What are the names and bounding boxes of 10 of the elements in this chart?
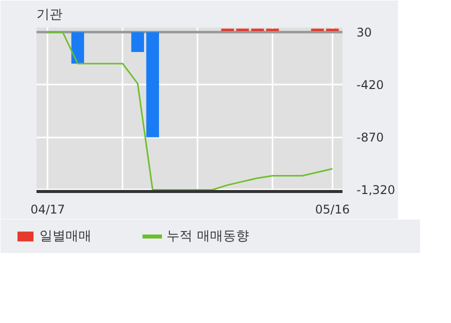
- y-tick-label: -1,320: [356, 183, 396, 198]
- chart-title: 기관: [36, 8, 62, 22]
- legend-label: 누적 매매동향: [166, 228, 249, 245]
- line-series: [46, 31, 334, 190]
- x-tick-label: 05/16: [315, 202, 350, 216]
- y-tick-label: -870: [356, 130, 384, 145]
- x-tick-label: 04/17: [30, 202, 66, 216]
- legend-label: 일별매매: [40, 228, 92, 245]
- y-tick-label: -420: [356, 78, 384, 92]
- y-tick-label: 30: [356, 26, 372, 40]
